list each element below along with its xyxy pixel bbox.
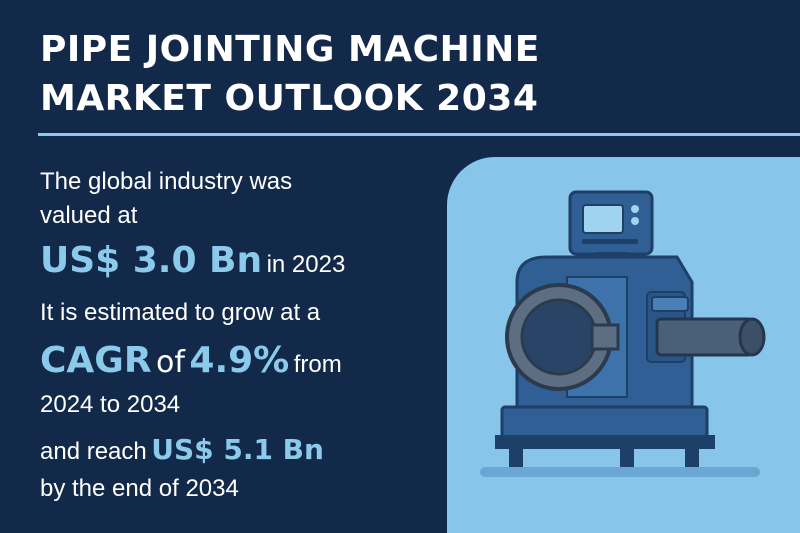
forecast-period: 2024 to 2034 xyxy=(40,391,181,418)
value-2023: US$ 3.0 Bn xyxy=(40,240,263,281)
title-line-1: PIPE JOINTING MACHINE xyxy=(40,29,540,70)
cagr-label: CAGR xyxy=(40,340,152,381)
cagr-row: CAGR of 4.9% from xyxy=(40,343,342,379)
cagr-from: from xyxy=(293,351,342,378)
intro-line-2: valued at xyxy=(40,202,138,229)
end-text: by the end of 2034 xyxy=(40,475,239,502)
reach-row: and reach US$ 5.1 Bn xyxy=(40,436,324,464)
value-2023-suffix: in 2023 xyxy=(266,251,346,278)
intro-line-1: The global industry was xyxy=(40,168,293,195)
reach-prefix: and reach xyxy=(40,438,147,465)
value-2034: US$ 5.1 Bn xyxy=(151,433,324,466)
pipe-jointing-machine-icon xyxy=(480,190,766,477)
cagr-of: of xyxy=(156,345,185,380)
growth-intro: It is estimated to grow at a xyxy=(40,299,321,326)
title-line-2: MARKET OUTLOOK 2034 xyxy=(40,78,539,119)
cagr-value: 4.9% xyxy=(189,340,290,381)
title-divider xyxy=(38,133,800,136)
value-2023-row: US$ 3.0 Bn in 2023 xyxy=(40,243,345,279)
illustration-panel xyxy=(447,157,800,533)
